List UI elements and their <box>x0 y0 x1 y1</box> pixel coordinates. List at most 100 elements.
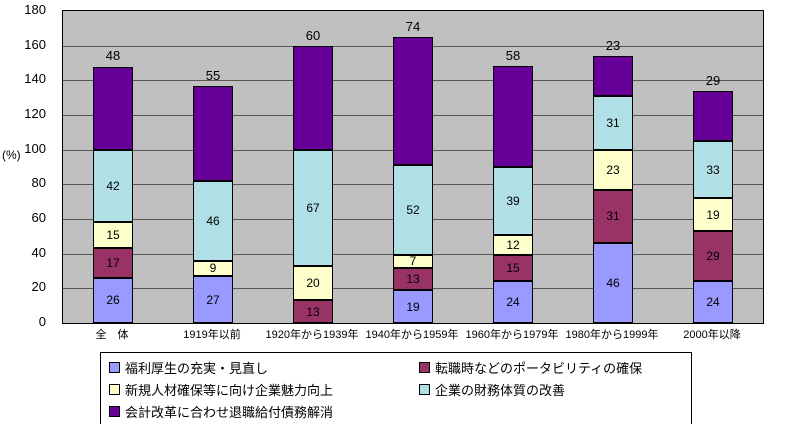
bar-segment: 29 <box>693 231 733 282</box>
segment-value-label: 24 <box>706 295 720 310</box>
bar-segment: 46 <box>193 180 233 261</box>
bar-segment <box>493 66 533 168</box>
bar-segment: 20 <box>293 265 333 301</box>
segment-value-label: 67 <box>306 200 320 215</box>
y-tick-label: 100 <box>24 140 46 156</box>
legend-item: 企業の財務体質の改善 <box>418 380 683 399</box>
legend-swatch <box>109 384 120 395</box>
segment-value-label: 15 <box>106 228 120 243</box>
bar-segment: 24 <box>493 281 533 323</box>
x-category-label: 1919年以前 <box>183 329 241 341</box>
bar-segment <box>593 56 633 96</box>
bar-top-value-label: 74 <box>405 19 421 34</box>
legend-label: 企業の財務体質の改善 <box>434 383 565 398</box>
bar-segment: 33 <box>693 141 733 199</box>
bar-segment: 15 <box>493 255 533 282</box>
legend-label: 転職時などのポータビリティの確保 <box>434 361 643 376</box>
bar-segment: 7 <box>393 254 433 269</box>
bar-segment: 31 <box>593 95 633 150</box>
y-axis: 0 20 40 60 80 100 120 140 160 180 <box>0 0 54 424</box>
segment-value-label: 27 <box>206 292 220 307</box>
segment-value-label: 42 <box>106 179 120 194</box>
segment-value-label: 7 <box>409 254 417 269</box>
bar-segment: 42 <box>93 149 133 223</box>
bar-column-7: 24 29 19 33 29 <box>663 11 763 323</box>
legend-swatch <box>109 406 120 417</box>
y-tick-label: 20 <box>31 279 46 295</box>
y-tick-label: 80 <box>31 175 46 191</box>
legend-item: 転職時などのポータビリティの確保 <box>418 358 683 377</box>
segment-value-label: 33 <box>706 162 720 177</box>
bar-column-5: 24 15 12 39 58 <box>463 11 563 323</box>
bar-segment: 46 <box>593 243 633 323</box>
segment-value-label: 24 <box>506 295 520 310</box>
y-tick-label: 120 <box>24 106 46 121</box>
segment-value-label: 20 <box>306 276 320 291</box>
bar-column-3: 13 20 67 60 <box>263 11 363 323</box>
segment-value-label: 46 <box>606 276 620 291</box>
bar-segment: 27 <box>193 276 233 323</box>
segment-value-label: 29 <box>706 249 720 264</box>
legend-label: 福利厚生の充実・見直し <box>125 361 269 376</box>
segment-value-label: 9 <box>209 261 217 276</box>
x-category-label: 1940年から1959年 <box>365 329 459 341</box>
bar-top-value-label: 29 <box>705 72 721 88</box>
x-category-label: 1960年から1979年 <box>465 329 559 341</box>
segment-value-label: 52 <box>406 203 420 218</box>
bar-segment: 26 <box>93 277 133 323</box>
bar-segment: 23 <box>593 149 633 190</box>
segment-value-label: 26 <box>106 293 120 308</box>
bar-segment: 13 <box>293 300 333 323</box>
legend-item: 福利厚生の充実・見直し <box>109 358 419 377</box>
legend-label: 会計改革に合わせ退職給付債務解消 <box>125 405 334 420</box>
legend-label: 新規人材確保等に向け企業魅力向上 <box>125 383 334 398</box>
y-tick-label: 180 <box>24 2 46 17</box>
bar-stack: 19 13 7 52 <box>393 37 433 323</box>
bar-segment: 9 <box>193 260 233 277</box>
bar-column-6: 46 31 23 31 23 <box>563 11 663 323</box>
legend-item: 新規人材確保等に向け企業魅力向上 <box>109 380 419 399</box>
bar-column-2: 27 9 46 55 <box>163 11 263 323</box>
bar-top-value-label: 55 <box>205 67 221 83</box>
bar-segment <box>693 90 733 142</box>
segment-value-label: 15 <box>506 261 520 276</box>
y-tick-label: 40 <box>31 244 46 260</box>
bar-segment: 39 <box>493 167 533 235</box>
bar-segment: 12 <box>493 234 533 256</box>
legend-swatch <box>418 384 430 395</box>
bar-stack: 46 31 23 31 <box>593 56 633 323</box>
segment-value-label: 39 <box>506 193 520 208</box>
x-category-label: 全 体 <box>95 329 129 341</box>
bar-segment: 52 <box>393 165 433 256</box>
segment-value-label: 12 <box>506 238 520 252</box>
bars-container: 26 17 15 42 48 27 9 46 55 13 20 67 60 19 13 7 52 74 24 15 12… <box>63 11 763 323</box>
y-tick-label: 60 <box>31 210 46 225</box>
bar-segment <box>393 37 433 166</box>
y-tick-label: 140 <box>24 71 46 87</box>
bar-segment: 17 <box>93 248 133 278</box>
segment-value-label: 17 <box>106 256 120 271</box>
bar-stack: 13 20 67 <box>293 45 333 323</box>
legend-swatch <box>109 362 120 373</box>
plot-area: 26 17 15 42 48 27 9 46 55 13 20 67 60 19 13 7 52 74 24 15 12… <box>62 10 764 324</box>
y-axis-unit-label: (%) <box>2 148 21 162</box>
bar-top-value-label: 60 <box>305 27 321 43</box>
bar-top-value-label: 58 <box>505 48 521 64</box>
bar-segment <box>93 66 133 150</box>
bar-segment: 15 <box>93 222 133 249</box>
bar-segment: 19 <box>693 198 733 232</box>
y-tick-label: 0 <box>38 314 46 329</box>
bar-stack: 27 9 46 <box>193 85 233 323</box>
bar-segment <box>193 85 233 181</box>
segment-value-label: 19 <box>406 299 420 314</box>
bar-segment: 24 <box>693 281 733 323</box>
legend-item: 会計改革に合わせ退職給付債務解消 <box>109 402 419 421</box>
x-category-label: 1920年から1939年 <box>265 329 359 341</box>
x-category-label: 1980年から1999年 <box>565 329 659 341</box>
segment-value-label: 13 <box>406 271 420 286</box>
legend: 福利厚生の充実・見直し 転職時などのポータビリティの確保新規人材確保等に向け企業魅… <box>100 352 692 424</box>
legend-swatch <box>418 362 430 373</box>
segment-value-label: 19 <box>706 207 720 222</box>
x-category-label: 2000年以降 <box>683 329 741 341</box>
